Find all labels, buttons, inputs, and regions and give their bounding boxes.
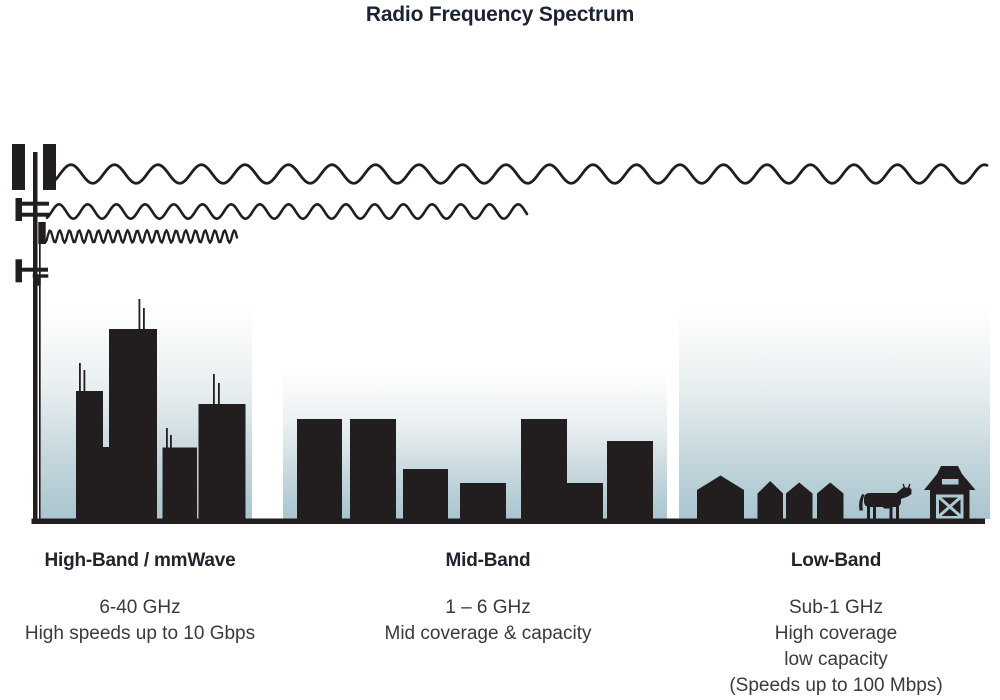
band-line: Sub-1 GHz [789,597,883,618]
band-label-high: High-Band / mmWave 6-40 GHz High speeds … [10,550,270,647]
house-icon [697,475,744,519]
high-band-wave [43,229,239,244]
band-heading: High-Band / mmWave [44,550,236,571]
radio-waves [43,163,989,244]
spectrum-diagram [12,144,990,524]
page-title: Radio Frequency Spectrum [365,3,635,26]
band-heading: Low-Band [790,550,882,571]
cow-icon [859,483,912,519]
barn-icon [924,466,976,519]
house-icon [786,482,813,519]
barn-loft-window [942,479,959,485]
highband-skyline-icon [76,299,246,519]
band-line: Mid coverage & capacity [384,623,592,644]
band-label-mid: Mid-Band 1 – 6 GHz Mid coverage & capaci… [358,550,618,647]
lowband-farm-icon [697,466,976,519]
band-line: High coverage [774,623,898,644]
low-band-wave [49,163,989,185]
barn-door [936,494,964,519]
house-icon [757,481,783,519]
mid-band-wave [45,203,529,220]
ground-line [31,518,985,524]
cell-tower-icon [12,144,56,519]
house-icon [817,482,844,519]
band-line: 1 – 6 GHz [445,597,531,618]
band-line: (Speeds up to 100 Mbps) [729,675,943,696]
band-line: low capacity [784,649,888,670]
midband-skyline-icon [297,419,653,519]
band-line: 6-40 GHz [99,597,181,618]
band-label-low: Low-Band Sub-1 GHz High coverage low cap… [706,550,966,699]
band-heading: Mid-Band [445,550,531,571]
band-line: High speeds up to 10 Gbps [24,623,256,644]
